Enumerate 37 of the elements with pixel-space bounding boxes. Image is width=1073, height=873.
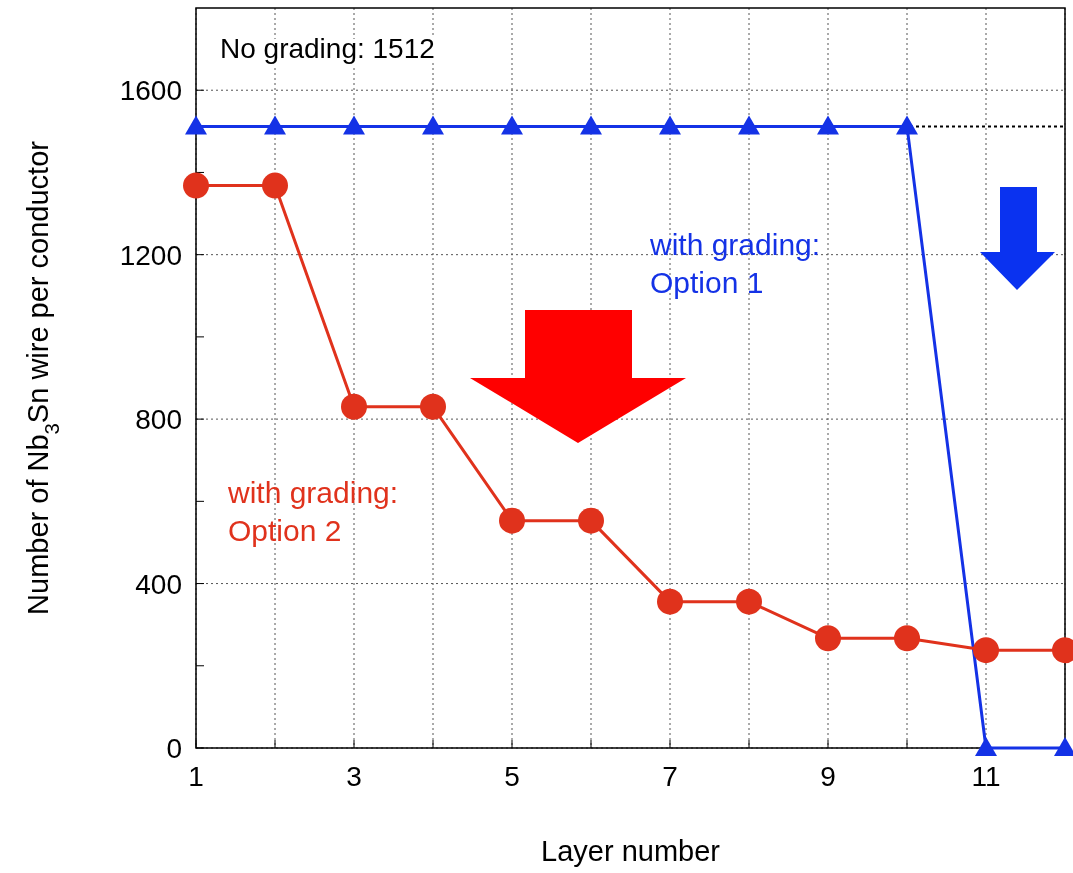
- point: [815, 625, 841, 652]
- point: [817, 115, 839, 135]
- point: [657, 588, 683, 615]
- y-tick-label: 1200: [119, 239, 182, 271]
- y-tick-label: 1600: [119, 75, 182, 107]
- y-tick-label: 400: [135, 568, 182, 600]
- point: [580, 115, 602, 135]
- point: [499, 507, 525, 534]
- ref-line-label: No grading: 1512: [220, 33, 435, 64]
- point: [973, 637, 999, 664]
- text: with grading: Option 1: [649, 228, 821, 299]
- point: [183, 172, 209, 199]
- point: [896, 115, 918, 135]
- text: with grading: Option 2: [227, 476, 399, 547]
- x-axis-title: Layer number: [541, 835, 721, 867]
- point: [738, 115, 760, 135]
- point: [659, 115, 681, 135]
- y-tick-label: 0: [166, 733, 182, 764]
- point: [422, 115, 444, 135]
- x-tick-label: 3: [346, 761, 362, 792]
- point: [894, 625, 920, 652]
- point: [185, 115, 207, 135]
- x-tick-label: 9: [820, 761, 836, 792]
- point: [975, 737, 997, 756]
- point: [501, 115, 523, 135]
- point: [420, 393, 446, 420]
- y-tick-label: 800: [135, 404, 182, 436]
- point: [736, 588, 762, 615]
- point: [264, 115, 286, 135]
- point: [262, 172, 288, 199]
- x-tick-label: 11: [971, 761, 1001, 792]
- point: [578, 507, 604, 534]
- x-tick-label: 5: [504, 761, 520, 792]
- x-tick-label: 7: [662, 761, 678, 792]
- point: [343, 115, 365, 135]
- point: [341, 393, 367, 420]
- x-tick-label: 1: [188, 761, 204, 792]
